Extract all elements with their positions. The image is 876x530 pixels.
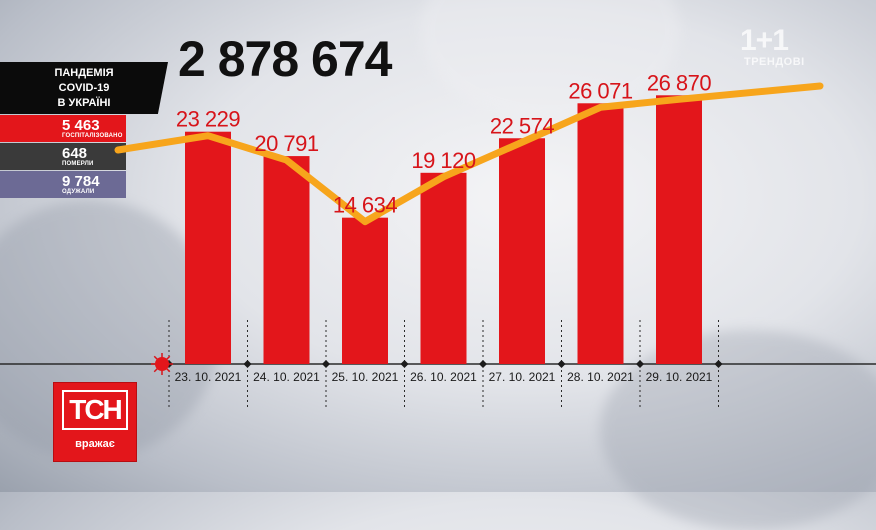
bar [185,131,231,364]
tsn-logo-mark: ТСН [62,390,128,430]
bar [263,156,310,364]
bar-value-label: 23 229 [176,107,241,132]
panel-title-line: ПАНДЕМІЯ [54,66,114,79]
bar-value-label: 20 791 [254,131,319,156]
bar-value-label: 14 634 [333,193,398,218]
recovered-value: 9 784 [62,172,100,190]
hospitalized-value: 5 463 [62,116,100,134]
channel-logo-sub: ТРЕНДОВІ [744,56,805,68]
cases-chart: 23 229 20 791 14 634 19 120 22 574 26 071 26 8… [0,70,876,408]
hospitalized-label: ГОСПІТАЛІЗОВАНО [62,132,123,139]
total-cases: 2 878 674 [178,31,392,87]
x-tick-label: 24. 10. 2021 [253,370,320,384]
bar-value-label: 26 071 [568,78,633,103]
deaths-label: ПОМЕРЛИ [62,160,94,167]
x-tick-marker [400,360,409,368]
channel-logo: 1+1 [740,24,789,57]
tsn-logo: ТСН вражає [53,382,137,462]
hospitalized-row: 5 463 ГОСПІТАЛІЗОВАНО [0,115,126,142]
bar [420,172,467,364]
x-tick-marker [322,360,330,368]
recovered-label: ОДУЖАЛИ [62,188,95,195]
bar [656,95,702,365]
trend-line [114,82,824,226]
stats-panel: ПАНДЕМІЯ COVID-19 В УКРАЇНІ 5 463 ГОСПІТ… [0,62,170,198]
x-tick-marker [243,360,252,368]
x-tick-label: 29. 10. 2021 [646,370,713,384]
x-tick-label: 28. 10. 2021 [567,370,634,384]
bar-value-label: 19 120 [411,148,476,173]
virus-icon [155,357,169,371]
bar [577,103,624,364]
recovered-row: 9 784 ОДУЖАЛИ [0,171,126,198]
x-tick-label: 27. 10. 2021 [489,370,556,384]
panel-title-line: В УКРАЇНІ [57,96,111,109]
bar-value-label: 22 574 [490,113,555,138]
bar [342,217,388,364]
x-tick-label: 26. 10. 2021 [410,370,477,384]
x-tick-marker [479,360,487,368]
bar [499,138,545,364]
stats-panel-title: ПАНДЕМІЯ COVID-19 В УКРАЇНІ [0,62,168,114]
x-tick-label: 25. 10. 2021 [332,370,399,384]
deaths-row: 648 ПОМЕРЛИ [0,143,126,170]
deaths-value: 648 [62,144,88,162]
x-tick-marker [714,360,723,368]
x-tick-marker [636,360,644,368]
panel-title-line: COVID-19 [58,81,110,94]
x-tick-label: 23. 10. 2021 [175,370,242,384]
x-tick-marker [557,360,566,368]
bar-value-label: 26 870 [647,70,712,95]
tsn-logo-tagline: вражає [75,438,115,450]
